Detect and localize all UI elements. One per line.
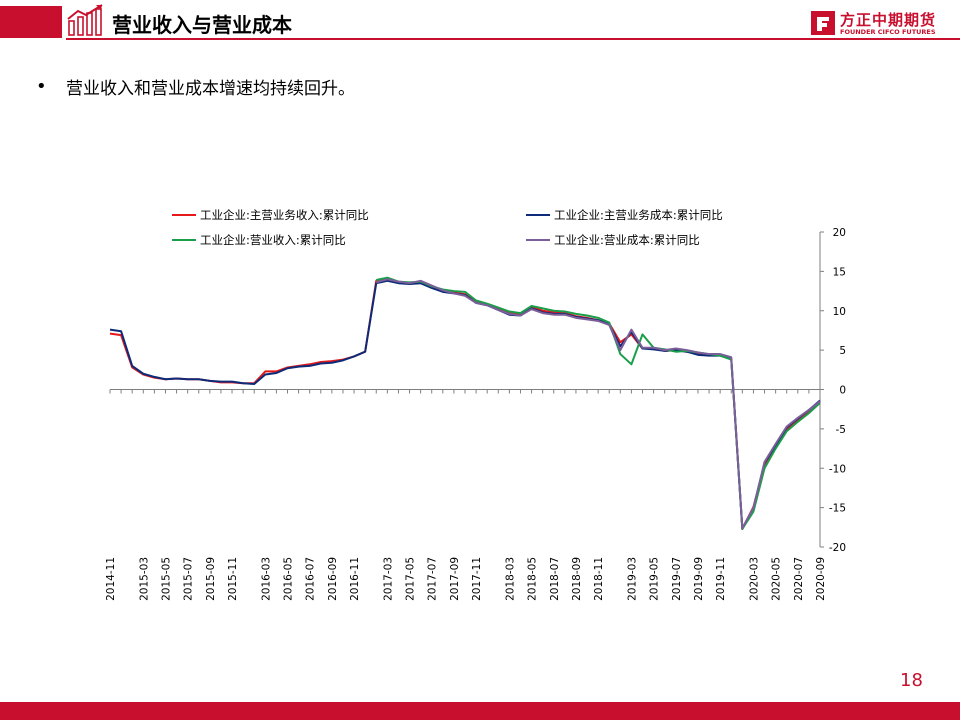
- y-tick-label: 5: [839, 345, 846, 357]
- y-tick-label: -20: [829, 542, 846, 554]
- x-tick-label: 2019-09: [693, 557, 705, 601]
- page-title: 营业收入与营业成本: [112, 13, 292, 37]
- x-tick-label: 2020-03: [748, 557, 760, 601]
- footer-bar: [0, 702, 960, 720]
- x-tick-label: 2019-11: [715, 557, 727, 601]
- x-tick-label: 2018-11: [593, 557, 605, 601]
- logo-name-cn: 方正中期期货: [840, 11, 937, 29]
- x-tick-label: 2017-11: [471, 557, 483, 601]
- x-tick-label: 2018-05: [527, 557, 539, 601]
- x-tick-label: 2018-07: [549, 557, 561, 601]
- bullet-text: 营业收入和营业成本增速均持续回升。: [66, 79, 355, 99]
- y-tick-label: 15: [833, 266, 846, 278]
- x-tick-label: 2015-09: [205, 557, 217, 601]
- x-tick-label: 2017-09: [449, 557, 461, 601]
- x-tick-label: 2016-09: [327, 557, 339, 601]
- company-logo: 方正中期期货 FOUNDER CIFCO FUTURES: [810, 8, 950, 38]
- x-tick-label: 2015-07: [183, 557, 195, 601]
- growth-chart-icon: [67, 4, 103, 36]
- x-tick-label: 2016-11: [349, 557, 361, 601]
- line-chart: 20 15 10 5 0 -5 -10 -15 -20 2014-11 2015-03 2015-05…: [105, 208, 846, 601]
- y-tick-label: -15: [829, 503, 846, 515]
- legend-label-1: 工业企业:主营业务收入:累计同比: [200, 208, 369, 222]
- x-tick-label: 2014-11: [105, 557, 117, 601]
- x-tick-label: 2017-05: [405, 557, 417, 601]
- x-tick-label: 2020-05: [771, 557, 783, 601]
- page-number: 18: [900, 670, 923, 691]
- bullet-marker: •: [36, 76, 47, 97]
- y-tick-label: 10: [833, 306, 846, 318]
- y-tick-label: 20: [833, 227, 846, 239]
- x-tick-label: 2020-09: [815, 557, 827, 601]
- header-divider: [66, 38, 960, 40]
- header-accent-bar: [0, 6, 62, 38]
- series-line-2: [109, 279, 821, 530]
- series-line-1: [109, 278, 821, 530]
- x-tick-label: 2016-07: [305, 557, 317, 601]
- x-tick-label: 2018-03: [504, 557, 516, 601]
- logo-name-en: FOUNDER CIFCO FUTURES: [840, 28, 936, 36]
- x-tick-label: 2016-03: [260, 557, 272, 601]
- legend-label-2: 工业企业:主营业务成本:累计同比: [554, 208, 723, 222]
- x-tick-label: 2015-03: [138, 557, 150, 601]
- series-line-4: [375, 278, 821, 530]
- x-tick-label: 2019-05: [649, 557, 661, 601]
- y-tick-label: 0: [839, 385, 846, 397]
- x-tick-label: 2019-03: [626, 557, 638, 601]
- x-tick-label: 2017-07: [427, 557, 439, 601]
- x-tick-label: 2017-03: [382, 557, 394, 601]
- x-tick-label: 2018-09: [571, 557, 583, 601]
- legend-label-3: 工业企业:营业收入:累计同比: [200, 233, 346, 247]
- x-tick-label: 2016-05: [283, 557, 295, 601]
- x-tick-label: 2015-05: [160, 557, 172, 601]
- legend-label-4: 工业企业:营业成本:累计同比: [554, 233, 700, 247]
- series-line-3: [376, 276, 821, 530]
- x-tick-label: 2020-07: [793, 557, 805, 601]
- x-tick-label: 2019-07: [671, 557, 683, 601]
- y-tick-label: -10: [829, 463, 846, 475]
- y-tick-label: -5: [836, 424, 846, 436]
- x-tick-label: 2015-11: [227, 557, 239, 601]
- logo-mark-icon: [811, 11, 835, 35]
